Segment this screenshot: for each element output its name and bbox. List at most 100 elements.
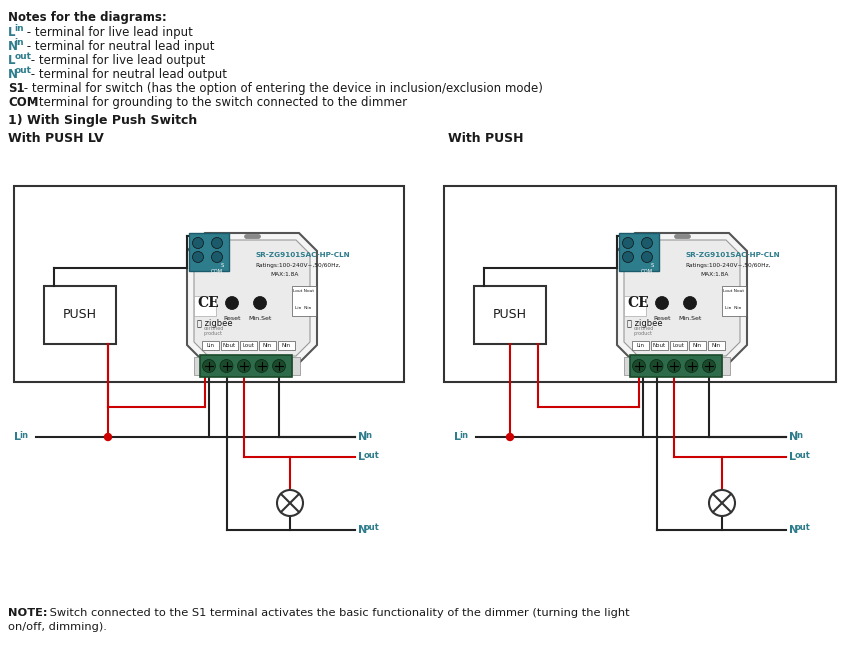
FancyBboxPatch shape [630, 355, 722, 377]
Text: Lin  Nin: Lin Nin [295, 306, 311, 310]
Circle shape [105, 434, 111, 440]
Text: certified
product: certified product [204, 326, 225, 336]
Text: Min.Set: Min.Set [248, 316, 272, 321]
FancyBboxPatch shape [202, 341, 219, 350]
Text: Reset: Reset [224, 316, 241, 321]
Text: S: S [651, 263, 654, 268]
Text: Switch connected to the S1 terminal activates the basic functionality of the dim: Switch connected to the S1 terminal acti… [46, 608, 630, 618]
Text: - terminal for live lead input: - terminal for live lead input [23, 26, 192, 39]
Circle shape [685, 359, 698, 373]
Circle shape [253, 296, 267, 310]
Text: out: out [794, 450, 810, 459]
Text: COM: COM [641, 269, 653, 274]
FancyBboxPatch shape [278, 341, 295, 350]
Text: Nout: Nout [223, 343, 236, 348]
Text: Ratings:100-240V~,50/60Hz,: Ratings:100-240V~,50/60Hz, [685, 263, 771, 268]
Text: out: out [364, 524, 379, 532]
Text: L: L [454, 432, 461, 442]
FancyBboxPatch shape [220, 341, 238, 350]
Circle shape [212, 237, 223, 249]
Text: Ⓩ zigbee: Ⓩ zigbee [197, 320, 233, 328]
Text: out: out [794, 524, 810, 532]
Text: PUSH: PUSH [493, 308, 527, 322]
Text: N: N [358, 432, 367, 442]
Circle shape [237, 359, 251, 373]
FancyBboxPatch shape [619, 233, 659, 271]
Text: - terminal for neutral lead output: - terminal for neutral lead output [27, 68, 227, 81]
Text: S: S [220, 263, 224, 268]
Circle shape [709, 490, 735, 516]
FancyBboxPatch shape [689, 341, 706, 350]
Text: in: in [459, 430, 468, 440]
Circle shape [220, 359, 233, 373]
Text: Lout Nout: Lout Nout [723, 289, 744, 293]
Text: - terminal for switch (has the option of entering the device in inclusion/exclus: - terminal for switch (has the option of… [20, 82, 544, 95]
Circle shape [623, 237, 634, 249]
Text: Min.Set: Min.Set [679, 316, 701, 321]
Circle shape [650, 359, 663, 373]
Text: PUSH: PUSH [63, 308, 97, 322]
Text: With PUSH: With PUSH [448, 132, 523, 145]
Circle shape [641, 251, 652, 263]
FancyBboxPatch shape [669, 341, 687, 350]
FancyBboxPatch shape [631, 341, 649, 350]
FancyBboxPatch shape [292, 357, 300, 375]
Text: COM: COM [8, 96, 39, 109]
Text: Ⓩ zigbee: Ⓩ zigbee [627, 320, 663, 328]
Text: Nout: Nout [653, 343, 666, 348]
FancyBboxPatch shape [722, 357, 730, 375]
Polygon shape [194, 240, 310, 356]
Circle shape [656, 296, 668, 310]
FancyBboxPatch shape [189, 233, 229, 271]
Circle shape [668, 359, 680, 373]
Text: certified
product: certified product [634, 326, 654, 336]
Text: Lin: Lin [636, 343, 645, 348]
FancyBboxPatch shape [722, 286, 746, 316]
Text: L: L [358, 452, 365, 462]
Text: CE: CE [627, 296, 649, 310]
Text: Lout Nout: Lout Nout [293, 289, 314, 293]
Circle shape [277, 490, 303, 516]
Polygon shape [617, 233, 747, 363]
Text: out: out [14, 66, 31, 75]
Polygon shape [624, 240, 740, 356]
Circle shape [203, 359, 215, 373]
Text: Nin: Nin [712, 343, 721, 348]
Text: MAX:1.8A: MAX:1.8A [270, 272, 299, 277]
Text: L: L [8, 26, 15, 39]
Text: in: in [19, 430, 29, 440]
Text: SR-ZG9101SAC-HP-CLN: SR-ZG9101SAC-HP-CLN [685, 252, 780, 258]
Circle shape [255, 359, 268, 373]
FancyBboxPatch shape [240, 341, 257, 350]
Circle shape [506, 434, 513, 440]
Text: - terminal for live lead output: - terminal for live lead output [27, 54, 205, 67]
Circle shape [623, 251, 634, 263]
Text: MAX:1.8A: MAX:1.8A [700, 272, 728, 277]
FancyBboxPatch shape [194, 357, 202, 375]
FancyBboxPatch shape [259, 341, 276, 350]
Circle shape [212, 251, 223, 263]
Text: - terminal for grounding to the switch connected to the dimmer: - terminal for grounding to the switch c… [27, 96, 407, 109]
Text: S1: S1 [8, 82, 24, 95]
Text: on/off, dimming).: on/off, dimming). [8, 622, 107, 632]
FancyBboxPatch shape [651, 341, 668, 350]
Text: N: N [358, 525, 367, 535]
Text: in: in [794, 430, 803, 440]
Circle shape [192, 251, 203, 263]
Text: N: N [789, 432, 798, 442]
FancyBboxPatch shape [44, 286, 116, 344]
Text: N: N [8, 68, 18, 81]
Text: NOTE:: NOTE: [8, 608, 47, 618]
FancyBboxPatch shape [194, 296, 216, 316]
Text: L: L [14, 432, 21, 442]
Text: Nin: Nin [693, 343, 702, 348]
Circle shape [273, 359, 285, 373]
Text: Lout: Lout [242, 343, 254, 348]
Circle shape [684, 296, 696, 310]
Text: out: out [364, 450, 379, 459]
Text: - terminal for neutral lead input: - terminal for neutral lead input [23, 40, 214, 53]
Polygon shape [187, 233, 317, 363]
Text: Nin: Nin [263, 343, 272, 348]
Text: Ratings:100-240V~,50/60Hz,: Ratings:100-240V~,50/60Hz, [255, 263, 341, 268]
Circle shape [225, 296, 239, 310]
